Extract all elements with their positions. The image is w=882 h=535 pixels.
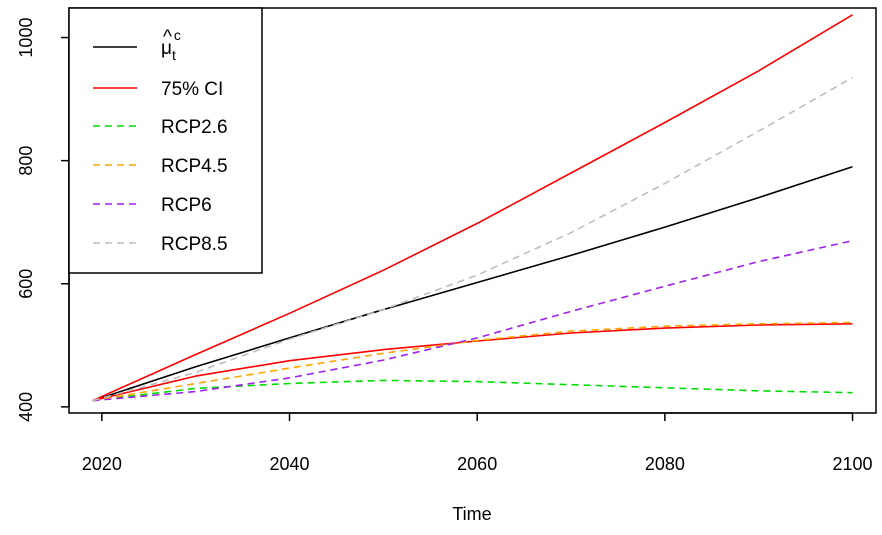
legend-label: RCP8.5 <box>161 234 228 255</box>
x-tick-label: 2040 <box>269 454 309 474</box>
y-tick-label: 1000 <box>16 18 36 58</box>
legend-label: RCP2.6 <box>161 117 228 138</box>
x-tick-label: 2080 <box>645 454 685 474</box>
y-tick-label: 800 <box>16 146 36 176</box>
legend-label: 75% CI <box>161 79 223 100</box>
legend-label: μtc <box>161 27 181 63</box>
series-line-6 <box>92 76 853 402</box>
legend: μtc^ 75% CI RCP2.6 RCP4.5 RCP6 RCP8.5 <box>68 7 263 274</box>
series-layer <box>92 14 853 402</box>
x-tick-label: 2060 <box>457 454 497 474</box>
x-axis-title: Time <box>452 504 491 524</box>
y-axis: 400 600 800 1000 <box>16 18 70 422</box>
series-line-4 <box>92 321 853 402</box>
series-line-1 <box>92 14 853 402</box>
legend-box <box>68 7 263 274</box>
x-tick-label: 2100 <box>833 454 873 474</box>
legend-hat: ^ <box>163 27 172 48</box>
legend-label: RCP4.5 <box>161 156 228 177</box>
y-tick-label: 600 <box>16 269 36 299</box>
y-tick-label: 400 <box>16 392 36 422</box>
series-line-5 <box>92 239 853 402</box>
series-line-0 <box>92 166 853 402</box>
x-axis: 2020 2040 2060 2080 2100 <box>82 412 873 474</box>
legend-label: RCP6 <box>161 195 212 216</box>
x-tick-label: 2020 <box>82 454 122 474</box>
